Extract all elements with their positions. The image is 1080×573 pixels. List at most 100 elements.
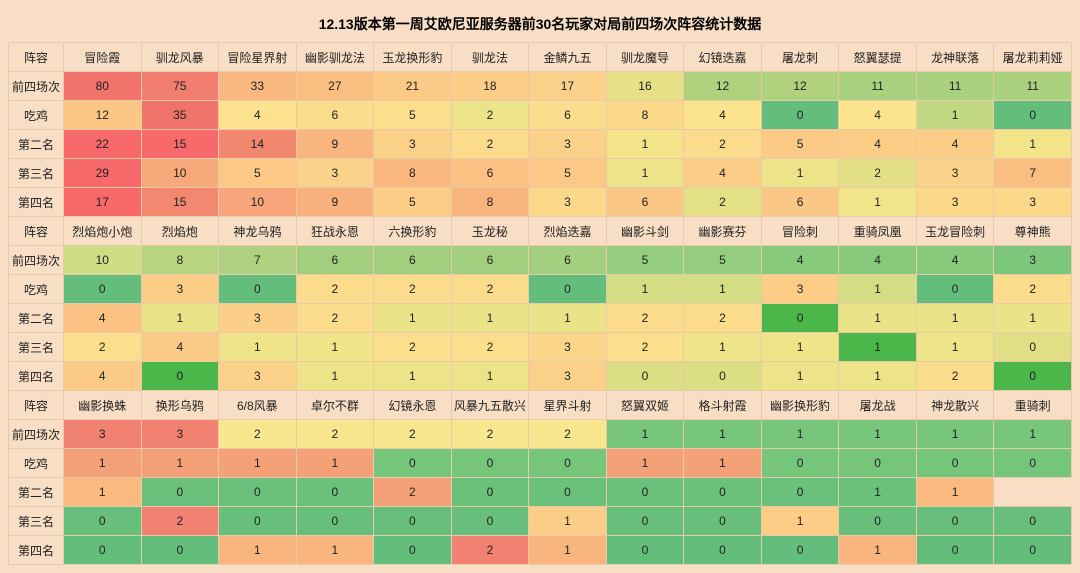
heatmap-cell: 0 [994, 507, 1072, 536]
heatmap-cell: 1 [374, 304, 452, 333]
heatmap-cell: 1 [839, 275, 917, 304]
row-header-cell: 阵容 [9, 217, 64, 246]
heatmap-cell: 0 [529, 275, 607, 304]
heatmap-cell: 0 [141, 536, 219, 565]
heatmap-cell: 5 [374, 101, 452, 130]
heatmap-cell: 6 [374, 246, 452, 275]
col-header-cell: 卓尔不群 [296, 391, 374, 420]
row-label-cell: 前四场次 [9, 420, 64, 449]
heatmap-cell: 1 [451, 362, 529, 391]
heatmap-cell: 3 [529, 362, 607, 391]
row-label-cell: 前四场次 [9, 246, 64, 275]
heatmap-cell: 35 [141, 101, 219, 130]
heatmap-cell: 1 [296, 362, 374, 391]
heatmap-cell: 5 [529, 159, 607, 188]
heatmap-cell: 0 [606, 507, 684, 536]
col-header-cell: 屠龙战 [839, 391, 917, 420]
col-header-cell: 幽影赛芬 [684, 217, 762, 246]
col-header-cell: 烈焰迭嘉 [529, 217, 607, 246]
heatmap-cell: 0 [916, 536, 994, 565]
col-header-cell: 幻镜永恩 [374, 391, 452, 420]
heatmap-cell: 80 [64, 72, 142, 101]
heatmap-cell: 2 [606, 333, 684, 362]
col-header-cell: 幽影换形豹 [761, 391, 839, 420]
heatmap-cell: 10 [141, 159, 219, 188]
heatmap-cell: 10 [219, 188, 297, 217]
heatmap-cell: 5 [761, 130, 839, 159]
heatmap-cell: 1 [606, 420, 684, 449]
col-header-cell: 烈焰炮 [141, 217, 219, 246]
heatmap-cell: 3 [994, 188, 1072, 217]
heatmap-cell: 1 [761, 420, 839, 449]
heatmap-cell: 1 [994, 130, 1072, 159]
heatmap-cell: 1 [916, 333, 994, 362]
heatmap-cell: 0 [761, 536, 839, 565]
heatmap-cell: 1 [839, 478, 917, 507]
row-label-cell: 吃鸡 [9, 275, 64, 304]
heatmap-cell: 2 [451, 130, 529, 159]
heatmap-cell: 0 [219, 507, 297, 536]
heatmap-cell: 6 [761, 188, 839, 217]
heatmap-cell: 2 [839, 159, 917, 188]
heatmap-cell: 1 [684, 275, 762, 304]
col-header-cell: 怒翼双姬 [606, 391, 684, 420]
heatmap-cell: 9 [296, 188, 374, 217]
heatmap-cell: 5 [219, 159, 297, 188]
heatmap-cell: 1 [141, 449, 219, 478]
heatmap-cell: 8 [451, 188, 529, 217]
heatmap-cell: 7 [994, 159, 1072, 188]
heatmap-cell: 8 [374, 159, 452, 188]
row-label-cell: 第三名 [9, 507, 64, 536]
heatmap-cell: 1 [219, 449, 297, 478]
heatmap-cell: 11 [994, 72, 1072, 101]
row-label-cell: 第四名 [9, 536, 64, 565]
col-header-cell: 六换形豹 [374, 217, 452, 246]
row-label-cell: 第四名 [9, 188, 64, 217]
heatmap-cell: 0 [606, 536, 684, 565]
heatmap-cell: 4 [839, 130, 917, 159]
heatmap-cell: 1 [916, 304, 994, 333]
heatmap-cell: 14 [219, 130, 297, 159]
heatmap-cell: 3 [529, 333, 607, 362]
heatmap-cell: 0 [684, 362, 762, 391]
heatmap-cell: 2 [684, 188, 762, 217]
heatmap-cell: 1 [606, 130, 684, 159]
heatmap-cell: 0 [606, 478, 684, 507]
heatmap-cell: 12 [761, 72, 839, 101]
heatmap-cell: 1 [839, 362, 917, 391]
heatmap-cell: 2 [374, 478, 452, 507]
col-header-cell: 冒险霞 [64, 43, 142, 72]
heatmap-cell: 15 [141, 130, 219, 159]
col-header-cell: 屠龙莉莉娅 [994, 43, 1072, 72]
heatmap-cell: 1 [219, 536, 297, 565]
heatmap-cell: 7 [219, 246, 297, 275]
heatmap-cell: 9 [296, 130, 374, 159]
heatmap-cell: 0 [839, 507, 917, 536]
heatmap-cell: 6 [296, 246, 374, 275]
row-label-cell: 第二名 [9, 130, 64, 159]
heatmap-cell: 2 [374, 333, 452, 362]
col-header-cell: 格斗射霞 [684, 391, 762, 420]
heatmap-cell: 6 [451, 159, 529, 188]
heatmap-cell: 8 [141, 246, 219, 275]
heatmap-cell: 0 [994, 333, 1072, 362]
col-header-cell: 幽影斗剑 [606, 217, 684, 246]
heatmap-cell: 2 [141, 507, 219, 536]
heatmap-cell: 0 [994, 101, 1072, 130]
col-header-cell: 幽影换蛛 [64, 391, 142, 420]
heatmap-cell: 4 [839, 101, 917, 130]
col-header-cell: 重骑刺 [994, 391, 1072, 420]
heatmap-cell: 3 [64, 420, 142, 449]
heatmap-cell: 3 [761, 275, 839, 304]
heatmap-cell: 2 [374, 420, 452, 449]
table-title: 12.13版本第一周艾欧尼亚服务器前30名玩家对局前四场次阵容统计数据 [8, 8, 1072, 42]
row-label-cell: 第三名 [9, 159, 64, 188]
col-header-cell: 风暴九五散兴 [451, 391, 529, 420]
row-label-cell: 前四场次 [9, 72, 64, 101]
heatmap-cell: 1 [916, 101, 994, 130]
col-header-cell: 烈焰炮小炮 [64, 217, 142, 246]
heatmap-cell: 2 [684, 304, 762, 333]
col-header-cell: 幽影驯龙法 [296, 43, 374, 72]
heatmap-cell: 4 [916, 246, 994, 275]
heatmap-cell: 6 [529, 101, 607, 130]
